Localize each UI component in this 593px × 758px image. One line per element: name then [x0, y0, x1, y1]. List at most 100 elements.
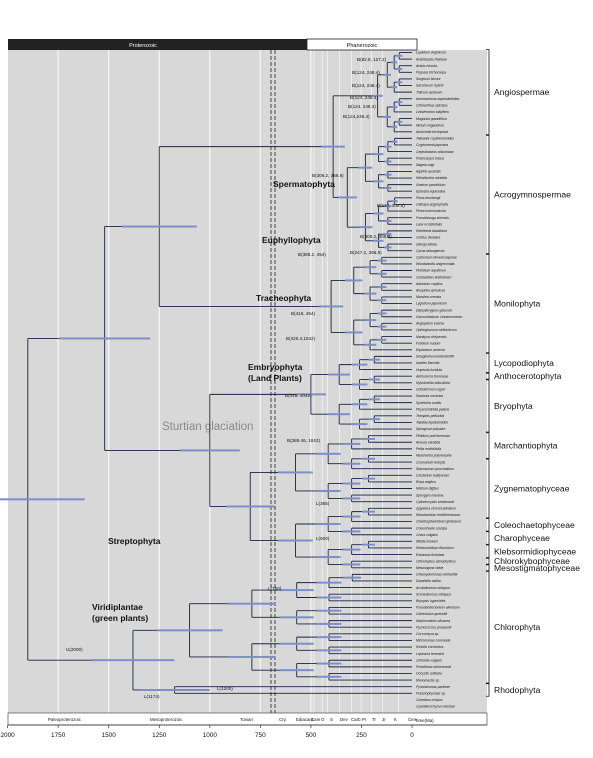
group-bracket: [486, 683, 490, 697]
taxon-label: Dunaliella salina: [416, 579, 441, 583]
taxon-label: Klebsormidium flaccidum: [416, 546, 454, 550]
confidence-bar: [279, 616, 314, 619]
confidence-bar: [396, 120, 403, 123]
confidence-bar: [342, 462, 361, 465]
confidence-bar: [373, 153, 384, 156]
confidence-bar: [396, 81, 403, 84]
taxon-label: Closterium baillyanum: [416, 473, 450, 477]
taxon-label: Chara vulgaris: [416, 533, 438, 537]
taxon-label: Angiopteris evecta: [415, 322, 444, 326]
clade-label: Embryophyta (Land Plants): [248, 362, 303, 383]
group-bracket: [486, 135, 490, 255]
axis-tick-label: 750: [255, 732, 266, 739]
taxon-label: Orthotrichum rogeri: [416, 388, 445, 392]
taxon-label: Pseudendoclonium akinetum: [416, 606, 460, 610]
taxon-label: Marchantia polymorpha: [416, 454, 452, 458]
confidence-bar: [363, 319, 377, 322]
taxon-label: Diplopterygium glaucum: [416, 308, 453, 312]
period-label: Carb: [351, 717, 361, 722]
confidence-bar: [384, 246, 392, 249]
taxon-label: Saccharum hybrid: [416, 84, 443, 88]
confidence-bar: [384, 186, 392, 189]
confidence-bar: [0, 498, 85, 501]
confidence-bar: [377, 286, 387, 289]
group-label: Chlorokybophyceae: [494, 556, 570, 566]
axis-tick-label: 250: [356, 732, 367, 739]
taxon-label: Prasinophyceae sp.: [416, 691, 446, 695]
clade-label: Tracheophyta: [256, 293, 312, 303]
taxon-label: Cyanidioschyzon merolae: [416, 705, 455, 709]
confidence-bar: [321, 145, 345, 148]
taxon-label: Cyrtomium devexiscapulae: [416, 255, 457, 259]
clade-label: Spermatophyta: [273, 179, 335, 189]
group-label: Coleochaetophyceae: [494, 520, 575, 530]
confidence-bar: [384, 173, 392, 176]
node-label: B(306.2, 366.8): [312, 173, 344, 178]
phanerozoic-label: Phanerozoic: [347, 43, 378, 49]
confidence-bar: [391, 125, 398, 128]
taxon-label: Chloranthus spicatus: [416, 104, 448, 108]
node-label: B(306.2, 366.8): [360, 234, 392, 239]
period-label: Cen.: [408, 717, 417, 722]
taxon-label: Pycnococcus provasolii: [416, 625, 451, 629]
confidence-bar: [316, 609, 342, 612]
confidence-bar: [384, 219, 392, 222]
taxon-label: Leptosira terrestris: [416, 652, 444, 656]
taxon-label: Chaetosphaeridium globosum: [416, 520, 461, 524]
taxon-label: Pellia endiviifolia: [416, 447, 441, 451]
period-label: Ediacara: [296, 717, 314, 722]
taxon-label: Sanionia uncinata: [416, 394, 443, 398]
taxon-label: Zygnema circumcarinatum: [415, 507, 456, 511]
confidence-bar: [358, 166, 373, 169]
axis-tick-label: 1500: [102, 732, 117, 739]
period-label: O: [321, 717, 325, 722]
taxon-label: Netrium digitus: [416, 487, 439, 491]
taxon-label: Spirogyra maxima: [416, 493, 443, 497]
confidence-bar: [384, 233, 392, 236]
taxon-label: Huperzia lucidula: [416, 368, 442, 372]
confidence-bar: [345, 331, 363, 334]
confidence-bar: [363, 266, 377, 269]
group-bracket: [486, 571, 490, 684]
taxon-label: Equisetum arvense: [416, 348, 445, 352]
time-axis-ticks: 2000 1750 1500 1250 1000 750 500 250 0: [0, 725, 414, 739]
taxon-label: Syntrichia ruralis: [416, 401, 441, 405]
node-label: B(124, 248.4): [348, 104, 376, 109]
confidence-bar: [316, 675, 342, 678]
confidence-bar: [342, 497, 361, 500]
confidence-bar: [377, 338, 387, 341]
confidence-bar: [373, 212, 384, 215]
group-label: Klebsormidiophyceae: [494, 546, 576, 556]
node-label: B(420.4,1042): [286, 336, 316, 341]
taxon-label: Adiantum capillus: [415, 282, 443, 286]
confidence-bar: [316, 581, 342, 584]
axis-tick-label: 1750: [51, 732, 66, 739]
confidence-bar: [342, 515, 361, 518]
group-bracket: [486, 253, 490, 354]
taxon-label: Pteridium aquilinum: [416, 269, 446, 273]
taxon-label: Koliella corcontica: [416, 645, 443, 649]
confidence-bar: [279, 589, 314, 592]
taxon-label: Marsilea crenata: [416, 295, 441, 299]
period-label: K: [394, 717, 397, 722]
taxon-label: Nephroselmis olivacea: [416, 619, 450, 623]
node-label: B(124,248.4): [343, 114, 370, 119]
node-label: B(416, 454): [291, 311, 315, 316]
node-label: B(124, 248.4): [352, 70, 380, 75]
group-label: Mesostigmatophyceae: [494, 563, 580, 573]
taxon-label: Agathis australis: [415, 170, 441, 174]
confidence-bar: [342, 563, 361, 566]
confidence-bar: [377, 272, 387, 275]
period-label: Dev: [340, 717, 349, 722]
period-label: S: [330, 717, 333, 722]
group-bracket: [486, 518, 490, 532]
confidence-bar: [377, 259, 387, 262]
confidence-bar: [342, 482, 361, 485]
confidence-bar: [316, 596, 342, 599]
axis-unit: Time(Ma): [415, 718, 434, 723]
taxon-label: Nyholmiella obtusifolia: [416, 381, 450, 385]
confidence-bar: [278, 539, 313, 542]
group-label: Marchantiophyta: [494, 441, 558, 451]
confidence-bar: [316, 649, 342, 652]
